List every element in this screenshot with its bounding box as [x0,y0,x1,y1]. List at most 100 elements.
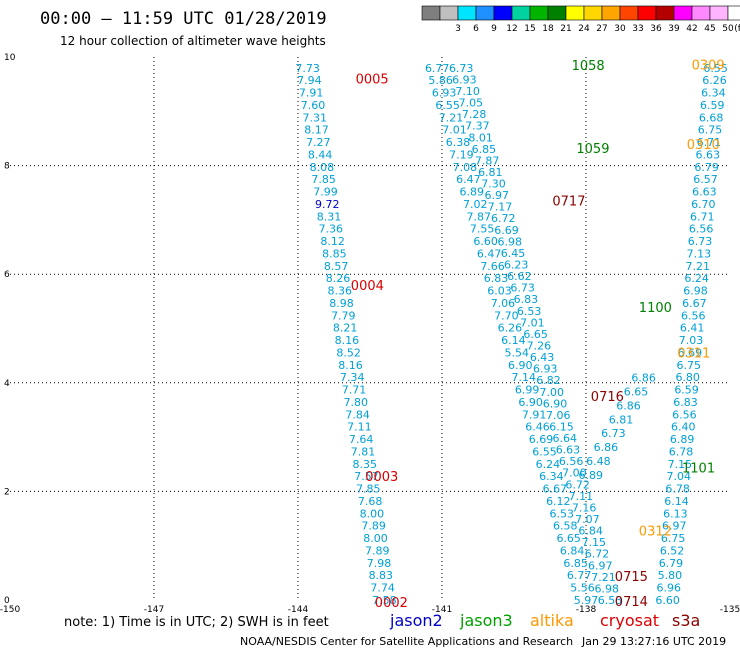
pass-label: 0716 [591,390,624,405]
color-bin-swatch [457,5,477,21]
wave-height-value: 7.13 [687,247,712,260]
wave-height-value: 6.99 [515,384,540,397]
wave-height-value: 7.28 [462,108,487,121]
pass-labels: 0005 0004 0003 0002 1058 1059 0717 1100 0716 1101… [351,59,725,612]
wave-height-value: 7.30 [481,178,506,191]
color-bin-swatch [511,5,531,21]
wave-height-value: 6.82 [536,374,561,387]
wave-height-value: 6.40 [671,421,696,434]
wave-height-value: 6.72 [565,478,590,491]
wave-height-value: 6.26 [702,74,727,87]
satellite-legend-entry: jason3 [459,611,513,630]
wave-height-value: 7.03 [679,334,704,347]
x-tick-label: -147 [144,605,164,615]
color-bin-swatch [655,5,675,21]
wave-height-value: 7.10 [455,85,480,98]
wave-height-value: 8.21 [333,322,358,335]
color-bin-swatch [547,5,567,21]
wave-height-value: 7.85 [356,483,381,496]
wave-height-value: 7.15 [668,458,693,471]
wave-height-value: 7.74 [370,582,395,595]
wave-height-value: 6.71 [690,210,715,223]
wave-height-value: 8.35 [353,458,378,471]
satellite-legend-entry: s3a [672,611,700,630]
x-tick-label: -144 [288,605,309,615]
wave-height-value: 6.84 [560,544,585,557]
wave-height-value: 7.00 [562,467,587,480]
wave-height-value: 6.48 [586,455,611,468]
plot-grid [10,57,730,600]
wave-height-value: 7.15 [582,536,607,549]
color-bin-swatch [529,5,549,21]
x-tick-label: -135 [720,605,740,615]
wave-height-values: 7.737.947.917.607.318.177.278.448.087.85… [295,62,727,607]
pass-label: 1059 [576,142,609,157]
wave-height-value: 6.72 [491,212,516,225]
wave-height-value: 7.06 [491,297,516,310]
wave-height-value: 7.05 [459,97,484,110]
wave-height-value: 7.71 [342,384,367,397]
wave-height-value: 6.84 [578,525,603,538]
wave-height-value: 6.98 [683,285,708,298]
wave-height-value: 8.52 [336,346,361,359]
wave-height-value: 6.65 [624,385,649,398]
color-bin-label: 18 [542,24,554,34]
wave-height-value: 6.55 [703,62,728,75]
wave-height-value: 6.75 [661,532,686,545]
wave-height-value: 7.58 [372,594,397,607]
wave-height-value: 8.83 [369,569,394,582]
plot-axes: -150 -147 -144 -141 -138 -135 0 2 4 6 8 10 [0,53,740,615]
wave-height-value: 6.75 [677,359,702,372]
color-bin-label: 6 [473,24,479,34]
wave-height-value: 8.36 [327,285,352,298]
wave-height-value: 7.60 [301,99,326,112]
wave-height-value: 6.72 [585,548,610,561]
wave-height-value: 6.24 [684,272,709,285]
satellite-legend-entry: cryosat [600,611,659,630]
wave-height-value: 7.04 [667,470,692,483]
wave-height-value: 6.26 [498,322,523,335]
wave-height-value: 6.53 [517,305,542,318]
wave-height-value: 7.73 [295,62,320,75]
wave-height-value: 6.65 [523,328,548,341]
wave-height-value: 6.68 [699,111,724,124]
wave-height-value: 8.00 [363,532,388,545]
pass-label: 1058 [572,59,605,74]
footer-timestamp: Jan 29 13:27:16 UTC 2019 [581,635,726,648]
wave-height-value: 6.97 [485,189,510,202]
y-tick-label: 6 [4,270,10,280]
wave-height-value: 7.34 [340,371,365,384]
wave-height-value: 8.16 [335,334,360,347]
wave-height-value: 6.98 [497,235,522,248]
y-tick-label: 10 [4,53,16,63]
wave-height-value: 7.01 [442,124,467,137]
color-bin-label: 27 [596,24,607,34]
color-bin-swatch [601,5,621,21]
wave-height-value: 7.36 [319,223,344,236]
chart-subtitle: 12 hour collection of altimeter wave hei… [60,34,326,48]
color-bin-swatch [439,5,459,21]
y-tick-label: 2 [4,487,10,497]
pass-label: 0717 [552,194,585,209]
wave-height-value: 6.93 [533,363,558,376]
wave-height-value: 6.78 [665,483,690,496]
wave-height-value: 7.81 [351,445,376,458]
wave-height-value: 7.00 [540,386,565,399]
wave-height-value: 9.72 [315,198,340,211]
wave-height-value: 6.86 [631,371,656,384]
wave-height-value: 6.13 [663,507,688,520]
wave-height-value: 6.97 [588,559,613,572]
wave-height-value: 7.68 [358,495,383,508]
wave-height-value: 6.67 [682,297,707,310]
wave-height-value: 6.43 [530,351,555,364]
wave-height-value: 5.86 [428,74,453,87]
color-bin-swatch [421,5,441,21]
satellite-legend: jason2 jason3 altika cryosat s3a [389,611,700,630]
pass-label: 0002 [375,596,408,611]
wave-height-value: 7.91 [522,408,547,421]
wave-height-value: 6.23 [504,259,529,272]
wave-height-value: 6.83 [673,396,698,409]
color-bin-swatch [475,5,495,21]
color-bin-label: 12 [506,24,517,34]
